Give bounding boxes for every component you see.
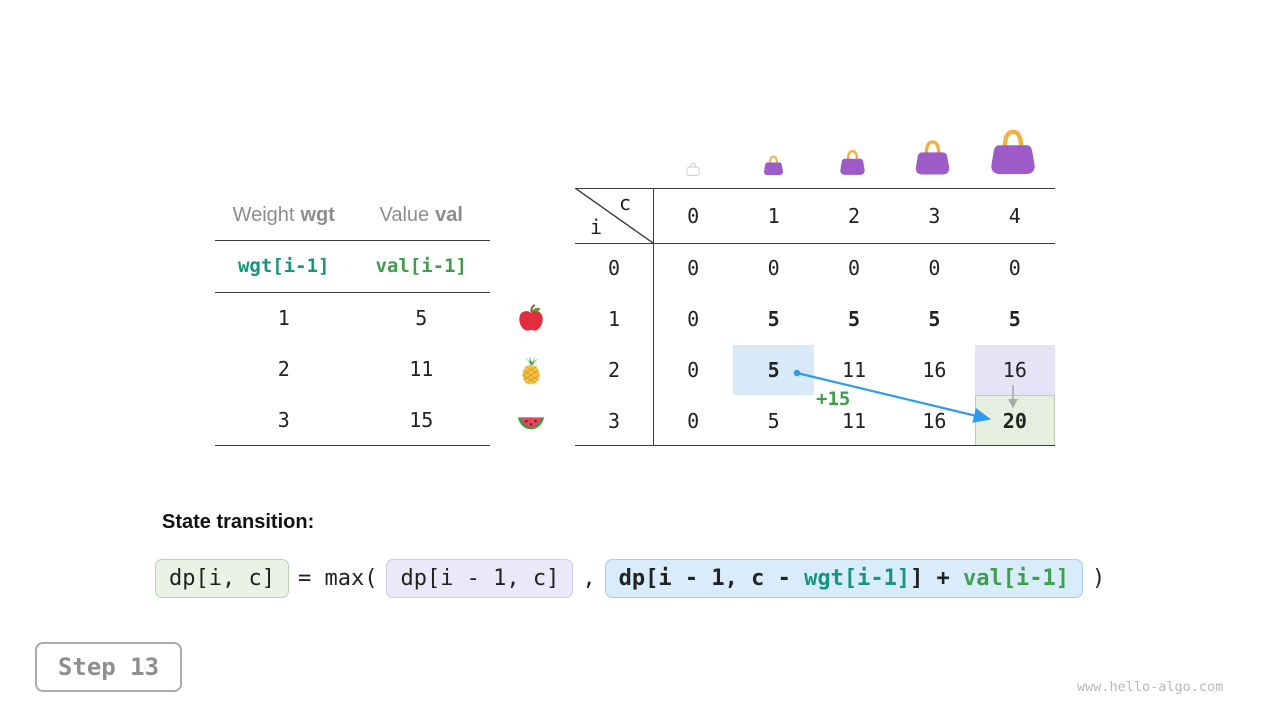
formula-lhs-box: dp[i, c]	[155, 559, 289, 598]
divider	[575, 243, 1055, 244]
formula-equals-max: = max(	[297, 566, 378, 591]
dp-cell: 5	[847, 307, 861, 332]
dp-cell: 5	[767, 408, 780, 433]
dp-cell: 16	[922, 357, 947, 382]
dp-row-0: 0 0 0 0 0 0	[575, 243, 1055, 294]
dp-row-2: 2 0 5 11 16 16	[575, 344, 1056, 396]
value-column-header: Value val	[353, 204, 491, 227]
dp-col-header: 0	[687, 203, 700, 228]
dp-col-header: 4	[1008, 203, 1021, 228]
weight-var: wgt	[300, 203, 335, 226]
dp-row-1: 1 0 5 5 5 5	[575, 294, 1055, 345]
divider	[575, 188, 1055, 189]
dp-cell: 5	[767, 307, 780, 332]
formula-option2-mid: ] +	[910, 566, 964, 591]
formula-option1-box: dp[i - 1, c]	[386, 559, 574, 598]
watermark: www.hello-algo.com	[1077, 679, 1224, 695]
apple-icon	[519, 304, 543, 331]
value-label: Value	[379, 203, 430, 226]
formula-option2-box: dp[i - 1, c - wgt[i-1]] + val[i-1]	[604, 559, 1084, 598]
pineapple-icon	[522, 355, 540, 385]
item-row: 2 11	[215, 343, 490, 394]
item-value: 15	[409, 408, 434, 433]
dp-row-label: 0	[607, 256, 621, 281]
dp-row-label: 2	[607, 357, 621, 382]
wgt-var-cell: wgt[i-1]	[237, 255, 330, 277]
items-table-var-row: wgt[i-1] val[i-1]	[215, 240, 490, 292]
dp-cell-current: 20	[974, 395, 1056, 446]
divider	[215, 445, 490, 446]
dp-cell: 16	[922, 408, 947, 433]
weight-column-header: Weight wgt	[215, 204, 353, 227]
dp-col-header: 2	[847, 203, 861, 228]
handbag-icon	[763, 155, 784, 176]
diagonal-divider	[575, 188, 653, 243]
value-var: val	[435, 203, 463, 226]
formula-val-term: val[i-1]	[963, 566, 1070, 591]
handbag-icon	[914, 139, 951, 176]
corner-label-c: c	[619, 191, 632, 215]
dp-corner-cell: c i	[575, 188, 653, 243]
dp-cell: 0	[687, 307, 700, 332]
item-row: 3 15	[215, 395, 490, 446]
divider	[215, 240, 490, 241]
dp-row-label: 3	[607, 408, 621, 433]
dp-cell: 0	[1008, 256, 1021, 281]
dp-cell: 0	[847, 256, 861, 281]
corner-label-i: i	[590, 215, 603, 239]
item-weight: 3	[277, 408, 290, 433]
dp-col-header: 1	[767, 203, 780, 228]
item-weight: 1	[277, 305, 290, 330]
dp-row-3: 3 0 5 11 16 20	[575, 395, 1056, 446]
dp-cell: 0	[687, 408, 700, 433]
dp-row-label: 1	[607, 307, 621, 332]
dp-cell: 5	[928, 307, 941, 332]
items-table-header: Weight wgt Value val	[215, 190, 490, 240]
items-table: Weight wgt Value val wgt[i-1] val[i-1] 1 5…	[215, 190, 490, 446]
formula-option2-prefix: dp[i - 1, c -	[618, 566, 805, 591]
state-transition-formula: dp[i, c] = max( dp[i - 1, c] , dp[i - 1,…	[155, 559, 1105, 598]
dp-cell: 0	[687, 256, 700, 281]
item-value: 11	[409, 356, 434, 381]
dp-col-header: 3	[928, 203, 941, 228]
handbag-icon	[839, 149, 866, 176]
dp-cell: 5	[1008, 307, 1021, 332]
divider	[215, 292, 490, 293]
step-badge: Step 13	[35, 642, 182, 692]
formula-wgt-term: wgt[i-1]	[804, 566, 911, 591]
formula-close-paren: )	[1092, 566, 1106, 591]
dp-cell-prev-row: 16	[974, 344, 1056, 396]
item-weight: 2	[277, 356, 290, 381]
divider	[653, 188, 654, 446]
item-row: 1 5	[215, 292, 490, 343]
dp-cell-transition-source: 5	[733, 344, 814, 396]
val-var-cell: val[i-1]	[375, 255, 467, 277]
dp-cell: 0	[928, 256, 941, 281]
formula-comma: ,	[582, 566, 596, 591]
dp-cell: 0	[767, 256, 780, 281]
divider	[575, 445, 1055, 446]
weight-label: Weight	[232, 203, 295, 226]
item-value: 5	[415, 305, 428, 330]
value-gain-annotation: +15	[816, 388, 851, 410]
dp-table: c i 0 1 2 3 4 0 0 0 0 0 0 1 0 5 5 5 5 2	[575, 188, 1056, 446]
empty-bag-icon	[686, 162, 700, 176]
dp-table-header: c i 0 1 2 3 4	[575, 188, 1055, 243]
state-transition-heading: State transition:	[162, 511, 315, 533]
handbag-icon	[989, 128, 1037, 176]
watermelon-icon	[517, 417, 545, 430]
dp-cell: 0	[687, 357, 700, 382]
